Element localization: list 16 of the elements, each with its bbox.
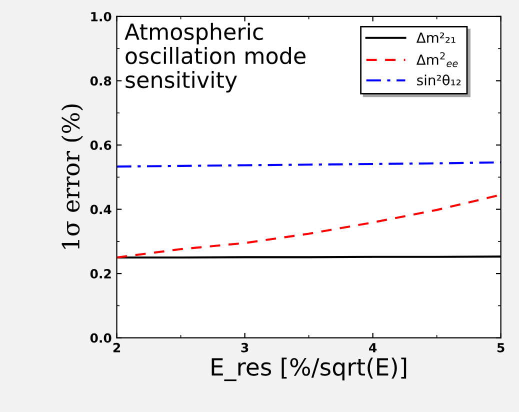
y-tick-label: 0.8: [90, 76, 112, 86]
y-tick-label: 0.2: [90, 269, 111, 278]
y-tick-label: 1.0: [91, 12, 112, 22]
y-tick-label: 0.6: [90, 140, 112, 150]
x-axis-title: E_res [%/sqrt(E)]: [212, 358, 406, 382]
y-tick-label: 0.0: [90, 333, 112, 343]
x-tick-label: 3: [241, 342, 248, 352]
legend-label: Δm$^{2}$$_{ee}$: [416, 52, 458, 68]
legend-label: Δm²₂₁: [416, 32, 456, 43]
y-axis-title: 1σ error (%): [61, 104, 83, 249]
x-tick-label: 5: [497, 343, 504, 352]
y-tick-label: 0.4: [90, 204, 112, 214]
x-tick-label: 4: [369, 343, 377, 352]
legend-label: sin²θ₁₂: [417, 74, 461, 86]
x-tick-label: 2: [113, 342, 120, 352]
annotation: Atmospheric oscillation mode sensitivity: [124, 22, 306, 92]
